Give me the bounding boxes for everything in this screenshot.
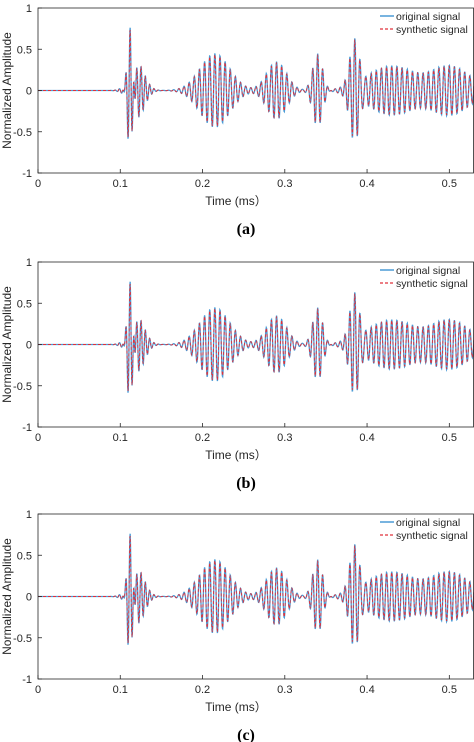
x-tick-label: 0.1 [113, 432, 128, 444]
y-tick-label: -1 [22, 168, 32, 180]
y-tick-label: -0.5 [13, 127, 32, 139]
legend-label-original-signal: original signal [396, 517, 460, 529]
x-tick-label: 0 [35, 432, 41, 444]
chart-panel-3: 0 0.1 0.2 0.3 0.4 0.5 1 0.5 0 -0.5 -1 Time (ms） Norm… [0, 509, 474, 742]
y-axis-label: Normalized Amplitude [0, 32, 14, 149]
y-tick-label: -0.5 [13, 633, 32, 645]
legend-label-original-signal: original signal [396, 265, 460, 277]
y-tick-label: -0.5 [13, 381, 32, 393]
series-line-synthetic-signal [38, 284, 474, 392]
y-tick-label: 0.5 [17, 44, 32, 56]
chart-panel-2: 0 0.1 0.2 0.3 0.4 0.5 1 0.5 0 -0.5 -1 Time (ms） Norm… [0, 257, 474, 492]
x-tick-label: 0.2 [195, 684, 210, 696]
x-tick-label: 0.1 [113, 178, 128, 190]
x-axis-label: Time (ms） [205, 448, 267, 462]
y-tick-label: -1 [22, 422, 32, 434]
x-tick-label: 0.2 [195, 432, 210, 444]
y-tick-label: 0 [26, 86, 32, 98]
y-tick-label: 1 [26, 509, 32, 521]
chart-panel-1: 0 0.1 0.2 0.3 0.4 0.5 1 0.5 0 -0.5 -1 Time (ms） Norm… [0, 3, 474, 238]
legend-label-synthetic-signal: synthetic signal [396, 24, 468, 36]
legend-label-synthetic-signal: synthetic signal [396, 530, 468, 542]
x-tick-label: 0 [35, 178, 41, 190]
y-axis-label: Normalized Amplitude [0, 538, 14, 655]
y-tick-label: 0 [26, 340, 32, 352]
x-tick-label: 0.3 [277, 178, 292, 190]
x-tick-label: 0.2 [195, 178, 210, 190]
y-tick-label: 1 [26, 3, 32, 15]
y-tick-label: 0.5 [17, 550, 32, 562]
panel-caption: (c) [237, 727, 255, 742]
x-axis-label: Time (ms） [205, 194, 267, 208]
x-tick-label: 0.3 [277, 432, 292, 444]
panel-caption: (a) [237, 221, 256, 238]
x-tick-label: 0.4 [359, 684, 374, 696]
x-tick-label: 0.3 [277, 684, 292, 696]
x-tick-label: 0 [35, 684, 41, 696]
x-tick-label: 0.1 [113, 684, 128, 696]
x-tick-label: 0.5 [442, 432, 457, 444]
x-tick-label: 0.4 [359, 432, 374, 444]
y-axis-label: Normalized Amplitude [0, 286, 14, 403]
y-tick-label: 0 [26, 592, 32, 604]
y-tick-label: -1 [22, 674, 32, 686]
x-tick-label: 0.5 [442, 684, 457, 696]
x-axis-label: Time (ms） [205, 700, 267, 714]
x-tick-label: 0.5 [442, 178, 457, 190]
legend-label-synthetic-signal: synthetic signal [396, 278, 468, 290]
legend-label-original-signal: original signal [396, 11, 460, 23]
series-line-synthetic-signal [38, 536, 474, 644]
y-tick-label: 1 [26, 257, 32, 269]
y-tick-label: 0.5 [17, 298, 32, 310]
series-line-synthetic-signal [38, 30, 474, 138]
x-tick-label: 0.4 [359, 178, 374, 190]
panel-caption: (b) [236, 475, 256, 492]
